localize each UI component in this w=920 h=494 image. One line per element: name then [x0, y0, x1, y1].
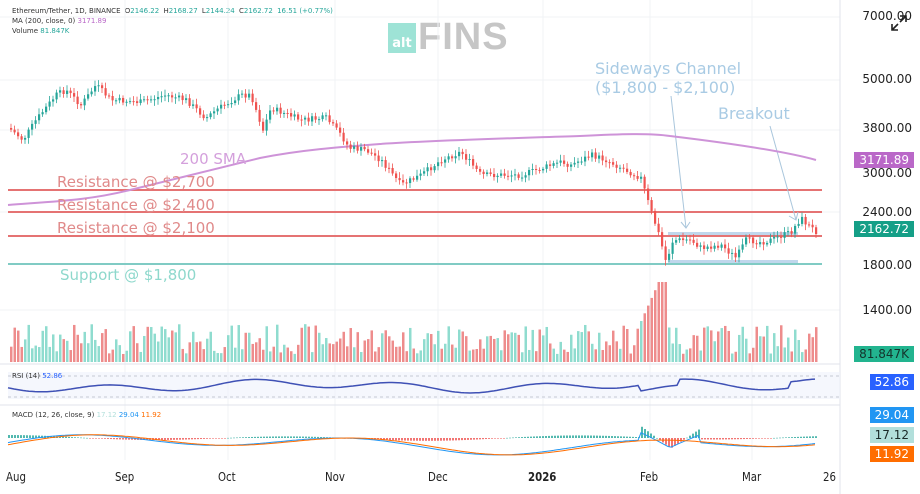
volume-value: 81.847K — [40, 27, 70, 35]
x-axis-aug: Aug — [6, 470, 26, 484]
close-value: 2162.72 — [243, 7, 273, 15]
sma-200-line — [7, 133, 817, 206]
x-axis-2026: 2026 — [528, 470, 557, 484]
ma-value: 3171.89 — [77, 17, 107, 25]
symbol-legend: Ethereum/Tether, 1D, BINANCE O2146.22 H2… — [12, 7, 333, 15]
price-axis-3800: 3800.00 — [862, 121, 912, 135]
x-axis-mar: Mar — [742, 470, 762, 484]
signal-line — [7, 434, 816, 456]
breakout-annotation: Breakout — [718, 104, 790, 123]
price-axis-2400: 2400.00 — [862, 205, 912, 219]
rsi-legend: RSI (14) 52.86 — [12, 372, 63, 380]
x-axis-26: 26 — [823, 470, 836, 484]
volume-legend: Volume 81.847K — [12, 27, 70, 35]
candlesticks — [10, 80, 818, 266]
sma-price-tag: 3171.89 — [854, 152, 914, 168]
price-axis-1800: 1800.00 — [862, 258, 912, 272]
macd-line — [7, 432, 816, 456]
expand-icon[interactable] — [890, 14, 908, 32]
x-axis-oct: Oct — [218, 470, 236, 484]
last-price-tag: 2162.72 — [854, 221, 914, 237]
histogram-tag: 17.12 — [869, 427, 914, 443]
price-axis-5000: 5000.00 — [862, 72, 912, 86]
x-axis-dec: Dec — [428, 470, 448, 484]
signal-tag: 11.92 — [869, 446, 914, 462]
rsi-tag: 52.86 — [869, 374, 914, 390]
channel-annotation-line1: Sideways Channel — [595, 59, 742, 78]
annotation-arrows — [670, 95, 799, 229]
symbol-name: Ethereum/Tether, 1D, BINANCE — [12, 7, 121, 15]
channel-annotation-line2: ($1,800 - $2,100) — [595, 78, 736, 97]
macd-tag: 29.04 — [869, 407, 914, 423]
volume-tag: 81.847K — [854, 346, 914, 362]
price-axis-1400: 1400.00 — [862, 303, 912, 317]
logo-text: FINS — [418, 16, 509, 58]
price-axis-7000: 7000.00 — [862, 9, 912, 23]
resistance-2100-label: Resistance @ $2,100 — [57, 219, 215, 237]
x-axis-feb: Feb — [640, 470, 659, 484]
sma-annotation: 200 SMA — [180, 150, 247, 168]
macd-legend: MACD (12, 26, close, 9) 17.12 29.04 11.9… — [12, 411, 162, 419]
altfins-logo: alt FINS — [388, 16, 509, 58]
logo-box: alt — [388, 23, 416, 53]
x-axis-nov: Nov — [325, 470, 345, 484]
low-value: 2144.24 — [205, 7, 235, 15]
change-value: 16.51 (+0.77%) — [277, 7, 333, 15]
high-value: 2168.27 — [168, 7, 198, 15]
support-1800-label: Support @ $1,800 — [60, 266, 197, 284]
ma-legend: MA (200, close, 0) 3171.89 — [12, 17, 107, 25]
open-value: 2146.22 — [130, 7, 160, 15]
sideways-channel — [668, 232, 798, 235]
resistance-2400-label: Resistance @ $2,400 — [57, 196, 215, 214]
rsi-line — [7, 378, 816, 394]
resistance-2700-label: Resistance @ $2,700 — [57, 173, 215, 191]
volume-bars — [10, 282, 818, 362]
price-axis-3000: 3000.00 — [862, 166, 912, 180]
x-axis-sep: Sep — [115, 470, 135, 484]
macd-histogram — [8, 426, 817, 448]
